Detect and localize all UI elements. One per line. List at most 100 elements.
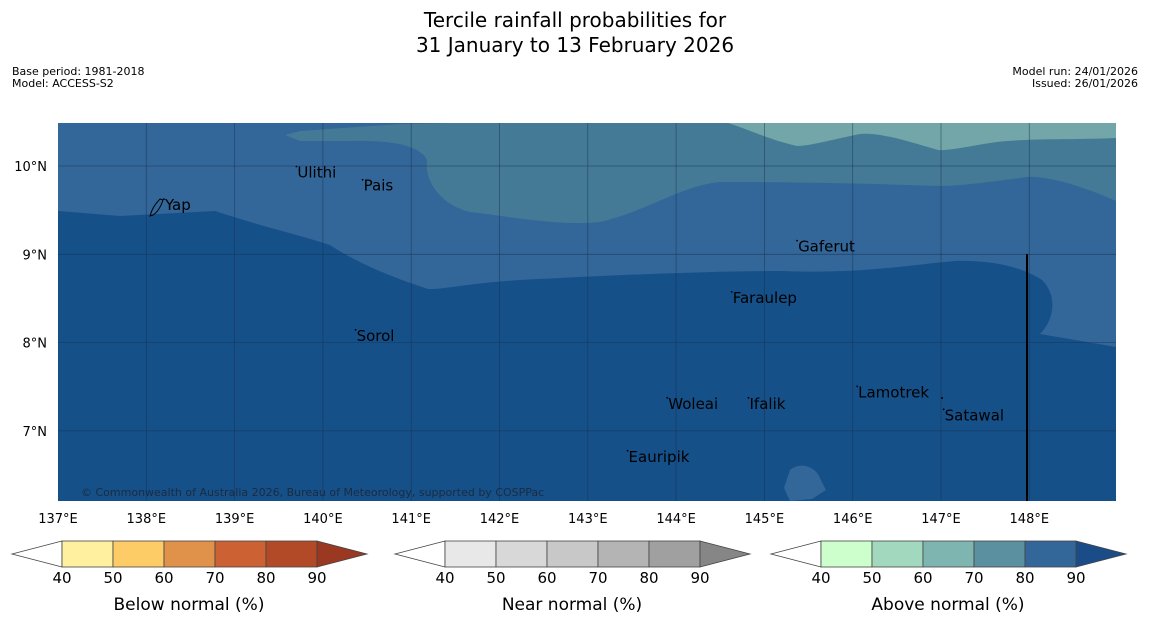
longitude-tick-label: 143°E [568, 512, 608, 527]
legend-right-arrow [1075, 540, 1128, 568]
title-line-2: 31 January to 13 February 2026 [415, 33, 735, 57]
place-label: Sorol [357, 327, 395, 345]
legend-color-cell [214, 540, 267, 568]
legend-tick-label: 50 [103, 569, 122, 587]
place-labels: Yap Ulithi Pais Gaferut Faraulep Sorol Woleai I… [163, 163, 1004, 466]
legend-color-cell [871, 540, 924, 568]
islet-marker [941, 397, 943, 399]
legend-color-cell [265, 540, 318, 568]
legend-tick-label: 40 [52, 569, 71, 587]
legend-tick-label: 60 [537, 569, 556, 587]
longitude-tick-label: 139°E [215, 512, 255, 527]
legend-left-arrow [769, 540, 822, 568]
longitude-tick-label: 138°E [127, 512, 167, 527]
place-marker [666, 396, 669, 399]
longitude-tick-label: 140°E [303, 512, 343, 527]
legend-color-cell [61, 540, 114, 568]
latitude-tick-label: 9°N [23, 248, 48, 263]
legend-below: 40 50 60 70 80 90 Below normal (%) [10, 540, 369, 615]
legend-color-cell [973, 540, 1026, 568]
place-label: Yap [164, 196, 191, 214]
longitude-tick-label: 146°E [833, 512, 873, 527]
legend-left-arrow [393, 540, 446, 568]
legend-color-cell [922, 540, 975, 568]
longitude-tick-label: 141°E [391, 512, 431, 527]
place-marker [295, 165, 298, 168]
title-line-1: Tercile rainfall probabilities for [423, 8, 727, 32]
legend-color-cell [495, 540, 548, 568]
issued-date: Issued: 26/01/2026 [1031, 77, 1138, 90]
legend-tick-label: 70 [964, 569, 983, 587]
model-name: Model: ACCESS-S2 [12, 77, 114, 90]
copyright-notice: © Commonwealth of Australia 2026, Bureau… [81, 486, 544, 499]
latitude-tick-label: 10°N [14, 160, 47, 175]
latitude-tick-label: 7°N [23, 425, 48, 440]
legend-tick-label: 90 [1066, 569, 1085, 587]
map-area: Yap Ulithi Pais Gaferut Faraulep Sorol Woleai I… [58, 123, 1116, 501]
meta-right: Model run: 24/01/2026 Issued: 26/01/2026 [1012, 66, 1138, 90]
place-marker [626, 449, 629, 452]
place-label: Ulithi [297, 163, 336, 181]
legend-tick-label: 80 [639, 569, 658, 587]
longitude-axis: 137°E 138°E 139°E 140°E 141°E 142°E 143°E 144°E… [38, 512, 1049, 527]
legend-tick-label: 40 [435, 569, 454, 587]
legend-tick-label: 60 [154, 569, 173, 587]
legends: 40 50 60 70 80 90 Below normal (%) 40 50 60 70 80 90… [10, 540, 1128, 615]
place-label: Satawal [945, 406, 1004, 424]
place-label: Lamotrek [858, 383, 929, 401]
model-run: Model run: 24/01/2026 [1012, 65, 1138, 78]
legend-tick-label: 50 [486, 569, 505, 587]
legend-color-cell [648, 540, 701, 568]
place-marker [796, 239, 798, 242]
legend-color-cell [163, 540, 216, 568]
place-marker [747, 396, 750, 399]
place-label: Eauripik [629, 448, 690, 466]
legend-near: 40 50 60 70 80 90 Near normal (%) [393, 540, 752, 615]
legend-color-cell [112, 540, 165, 568]
place-label: Ifalik [750, 395, 786, 413]
place-marker [856, 385, 859, 388]
meta-left: Base period: 1981-2018 Model: ACCESS-S2 [12, 66, 144, 90]
place-marker [163, 198, 165, 201]
legend-color-cell [1024, 540, 1077, 568]
longitude-tick-label: 147°E [921, 512, 961, 527]
place-label: Gaferut [798, 238, 855, 256]
legend-tick-label: 50 [862, 569, 881, 587]
legend-left-arrow [10, 540, 63, 568]
above-60-region [728, 123, 1116, 151]
legend-tick-label: 90 [307, 569, 326, 587]
legend-right-arrow [316, 540, 369, 568]
longitude-tick-label: 148°E [1010, 512, 1050, 527]
place-label: Woleai [668, 395, 718, 413]
legend-tick-label: 80 [256, 569, 275, 587]
legend-label: Near normal (%) [502, 595, 642, 615]
place-marker [730, 290, 733, 293]
legend-tick-label: 90 [690, 569, 709, 587]
legend-above: 40 50 60 70 80 90 Above normal (%) [769, 540, 1128, 615]
legend-color-cell [444, 540, 497, 568]
legend-right-arrow [699, 540, 752, 568]
legend-tick-label: 70 [205, 569, 224, 587]
place-marker [354, 328, 357, 331]
legend-color-cell [820, 540, 873, 568]
above-80-patch [784, 465, 826, 501]
graticule [58, 123, 1116, 501]
place-marker [361, 178, 364, 181]
legend-label: Above normal (%) [871, 595, 1024, 615]
longitude-tick-label: 145°E [745, 512, 785, 527]
legend-tick-label: 40 [811, 569, 830, 587]
above-70-region [285, 123, 1116, 224]
yap-coastline [149, 198, 164, 217]
longitude-tick-label: 142°E [480, 512, 520, 527]
latitude-tick-label: 8°N [23, 337, 48, 352]
base-period: Base period: 1981-2018 [12, 65, 145, 78]
place-marker [942, 408, 945, 411]
legend-color-cell [597, 540, 650, 568]
latitude-axis: 10°N 9°N 8°N 7°N [14, 160, 47, 440]
legend-tick-label: 70 [588, 569, 607, 587]
legend-label: Below normal (%) [114, 595, 265, 615]
legend-color-cell [546, 540, 599, 568]
legend-tick-label: 60 [913, 569, 932, 587]
place-label: Pais [364, 177, 394, 195]
